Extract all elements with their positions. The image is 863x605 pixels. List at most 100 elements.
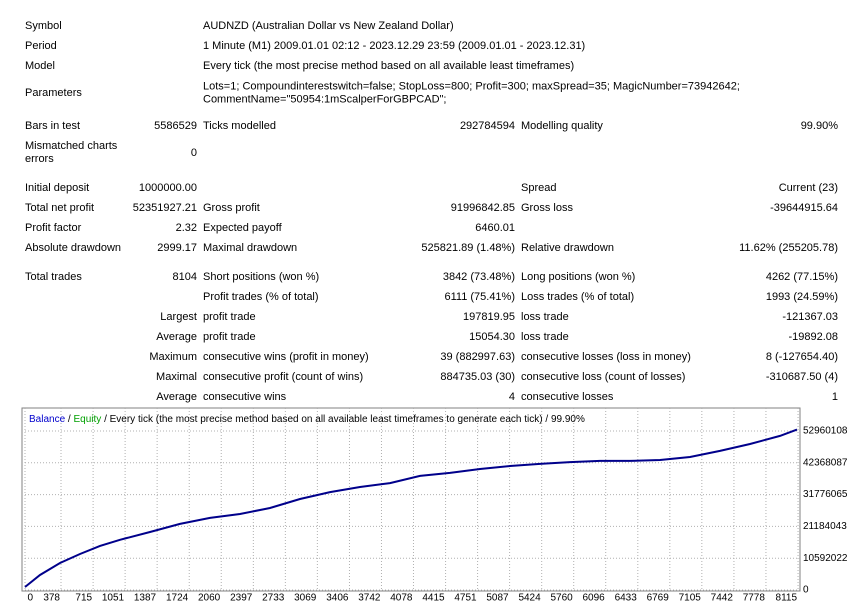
legend-equity: Equity <box>73 414 101 425</box>
x-tick-label: 3069 <box>294 593 317 604</box>
report-label3: Long positions (won %) <box>521 271 635 283</box>
report-label2: consecutive wins <box>203 391 287 403</box>
x-tick-label: 2397 <box>230 593 253 604</box>
x-tick-label: 6433 <box>615 593 638 604</box>
x-tick-label: 378 <box>43 593 60 604</box>
report-label3: Relative drawdown <box>521 242 614 254</box>
report-value2: 4 <box>509 391 515 403</box>
report-label3: consecutive loss (count of losses) <box>521 371 685 383</box>
report-label2: Short positions (won %) <box>203 271 319 283</box>
y-tick-label: 52960108 <box>803 426 848 437</box>
legend-separator: / <box>68 414 71 425</box>
report-value3: -39644915.64 <box>770 202 838 214</box>
report-value3: 99.90% <box>801 120 839 132</box>
report-value3: 4262 (77.15%) <box>766 271 838 283</box>
report-value2: 3842 (73.48%) <box>443 271 515 283</box>
report-label3: loss trade <box>521 331 569 343</box>
report-label2: Gross profit <box>203 202 260 214</box>
x-tick-label: 3742 <box>358 593 381 604</box>
report-label3: Loss trades (% of total) <box>521 291 634 303</box>
report-value2: 39 (882997.63) <box>440 351 515 363</box>
x-tick-label: 2733 <box>262 593 285 604</box>
x-tick-label: 5760 <box>550 593 573 604</box>
x-tick-label: 7442 <box>711 593 734 604</box>
report-value: 1000000.00 <box>139 182 197 194</box>
report-label: Total net profit <box>25 202 94 214</box>
x-tick-label: 5087 <box>486 593 509 604</box>
chart-legend: Balance / Equity / Every tick (the most … <box>29 414 585 425</box>
report-text: CommentName="50954:1mScalperForGBPCAD"; <box>203 93 447 105</box>
report-value3: Current (23) <box>779 182 838 194</box>
x-tick-label: 1724 <box>166 593 189 604</box>
x-tick-label: 6096 <box>582 593 605 604</box>
report-value: Maximal <box>156 371 197 383</box>
report-text: AUDNZD (Australian Dollar vs New Zealand… <box>203 20 454 32</box>
y-tick-label: 42368087 <box>803 457 848 468</box>
y-tick-label: 31776065 <box>803 489 848 500</box>
report-label2: consecutive wins (profit in money) <box>203 351 369 363</box>
report-text: Lots=1; Compoundinterestswitch=false; St… <box>203 80 740 92</box>
report-value3: 1993 (24.59%) <box>766 291 838 303</box>
report-value2: 91996842.85 <box>451 202 515 214</box>
report-value: Average <box>156 391 197 403</box>
report-value: Largest <box>160 311 197 323</box>
x-tick-label: 1387 <box>134 593 157 604</box>
x-tick-label: 3406 <box>326 593 349 604</box>
report-label3: Gross loss <box>521 202 573 214</box>
report-label2: profit trade <box>203 311 256 323</box>
report-value3: -19892.08 <box>788 331 838 343</box>
report-label2: Maximal drawdown <box>203 242 297 254</box>
report-value: Average <box>156 331 197 343</box>
y-tick-label: 21184043 <box>803 521 847 532</box>
report-value3: -121367.03 <box>782 311 838 323</box>
report-label: Profit factor <box>25 222 82 234</box>
report-label2: Ticks modelled <box>203 120 276 132</box>
x-tick-label: 7105 <box>679 593 702 604</box>
report-value: 2.32 <box>176 222 197 234</box>
x-tick-label: 2060 <box>198 593 221 604</box>
report-value: 8104 <box>173 271 197 283</box>
report-value: 52351927.21 <box>133 202 197 214</box>
report-label: errors <box>25 153 54 165</box>
report-value2: 525821.89 (1.48%) <box>421 242 515 254</box>
report-label: Period <box>25 40 57 52</box>
report-value: Maximum <box>149 351 197 363</box>
x-tick-label: 4751 <box>454 593 477 604</box>
y-tick-label: 0 <box>803 585 809 596</box>
x-tick-label: 1051 <box>102 593 125 604</box>
report-label3: loss trade <box>521 311 569 323</box>
report-value2: 884735.03 (30) <box>440 371 515 383</box>
report-label: Symbol <box>25 20 62 32</box>
report-value3: 1 <box>832 391 838 403</box>
x-tick-label: 715 <box>75 593 92 604</box>
balance-line <box>24 428 798 588</box>
x-tick-label: 8115 <box>776 593 798 604</box>
report-value3: 8 (-127654.40) <box>766 351 838 363</box>
x-tick-label: 5424 <box>518 593 541 604</box>
report-value2: 6460.01 <box>475 222 515 234</box>
report-text: Every tick (the most precise method base… <box>203 60 574 72</box>
report-label3: consecutive losses (loss in money) <box>521 351 691 363</box>
report-label: Total trades <box>25 271 82 283</box>
x-tick-label: 7778 <box>743 593 766 604</box>
report-value2: 15054.30 <box>469 331 515 343</box>
x-tick-label: 6769 <box>647 593 670 604</box>
report-label3: consecutive losses <box>521 391 614 403</box>
report-value: 0 <box>191 147 197 159</box>
report-value: 2999.17 <box>157 242 197 254</box>
report-label2: Expected payoff <box>203 222 283 234</box>
report-value2: 197819.95 <box>463 311 515 323</box>
x-tick-label: 0 <box>27 593 33 604</box>
report-label: Initial deposit <box>25 182 89 194</box>
report-label2: profit trade <box>203 331 256 343</box>
legend-balance: Balance <box>29 414 66 425</box>
y-tick-label: 10592022 <box>803 553 848 564</box>
report-value2: 292784594 <box>460 120 515 132</box>
report-value2: 6111 (75.41%) <box>444 291 515 303</box>
report-label3: Modelling quality <box>521 120 603 132</box>
report-value3: -310687.50 (4) <box>766 371 838 383</box>
report-value3: 11.62% (255205.78) <box>739 242 838 254</box>
report-text: 1 Minute (M1) 2009.01.01 02:12 - 2023.12… <box>203 40 585 52</box>
report-label: Mismatched charts <box>25 140 118 152</box>
